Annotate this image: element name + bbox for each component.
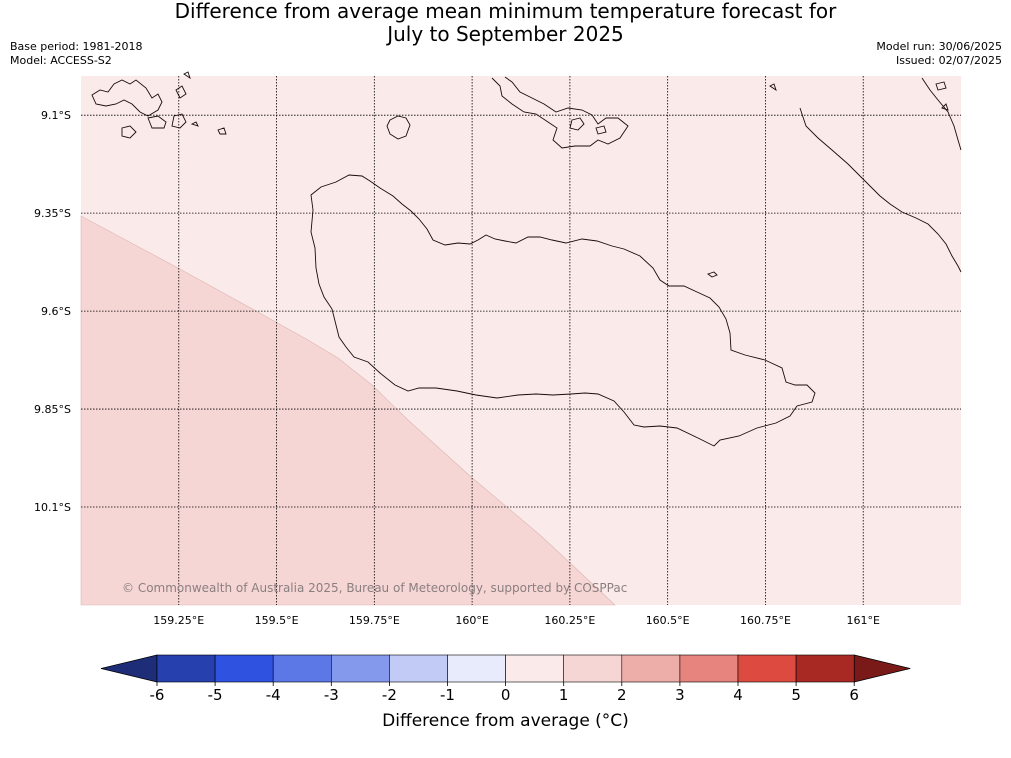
colorbar-tick-label: 6 [849,686,859,704]
coastline-malaita [799,107,962,273]
colorbar-tick-label: -1 [440,686,455,704]
title-line-1: Difference from average mean minimum tem… [174,0,837,23]
lat-tick-label: 9.6°S [41,305,71,318]
colorbar-tick-label: -3 [324,686,339,704]
colorbar-swatch [389,654,448,683]
colorbar-tick-label: 5 [791,686,801,704]
coastline-russell-islands [91,79,163,117]
colorbar-tick-label: -2 [382,686,397,704]
colorbar-tick-label: -6 [150,686,165,704]
lon-tick-label: 160.75°E [740,614,791,627]
colorbar-swatch [737,654,797,683]
colorbar-swatch [156,654,216,683]
colorbar-label: Difference from average (°C) [382,711,629,731]
coastline-florida-islands [491,76,629,149]
colorbar-swatch [563,654,623,683]
colorbar-tick-label: 1 [559,686,569,704]
lon-tick-label: 160.5°E [646,614,690,627]
colorbar-tick-label: 4 [733,686,743,704]
coastline-islet-east [707,271,718,278]
coastline-florida-islets [569,117,607,135]
title-line-2: July to September 2025 [387,22,624,46]
colorbar-swatch [330,654,390,683]
coastline-guadalcanal [310,174,816,447]
colorbar-tick-label: -5 [208,686,223,704]
lon-tick-label: 159.75°E [349,614,400,627]
copyright-text: © Commonwealth of Australia 2025, Bureau… [122,581,627,595]
lon-tick-label: 160°E [455,614,488,627]
colorbar-swatch [621,654,681,683]
chart-title: Difference from average mean minimum tem… [0,0,1011,46]
colorbar-tick-label: 2 [617,686,627,704]
lon-tick-label: 159.25°E [153,614,204,627]
model-text: Model: ACCESS-S2 [10,54,112,67]
lon-tick-label: 160.25°E [544,614,595,627]
colorbar-tick-label: 3 [675,686,685,704]
lon-tick-label: 159.5°E [255,614,299,627]
coastline-ne-islets [769,81,949,111]
lat-tick-label: 9.1°S [41,109,71,122]
colorbar-tick-label: -4 [266,686,281,704]
coastline-russell-islets [121,71,227,139]
colorbar-under-extend [100,654,158,683]
colorbar-swatch [214,654,274,683]
lat-tick-label: 9.35°S [34,207,71,220]
lat-tick-label: 9.85°S [34,403,71,416]
coastlines [91,71,962,447]
colorbar-swatch [505,654,565,683]
longitude-labels: 159.25°E 159.5°E 159.75°E 160°E 160.25°E 160.… [153,614,880,627]
colorbar-tick-label: 0 [501,686,511,704]
colorbar-over-extend [853,654,911,683]
info-right: Model run: 30/06/2025 Issued: 02/07/2025 [876,40,1002,68]
colorbar-swatch [272,654,332,683]
anomaly-region-1-2 [80,215,616,606]
graticule [81,76,961,605]
latitude-labels: 9.1°S 9.35°S 9.6°S 9.85°S 10.1°S [34,109,71,514]
colorbar: -6 -5 -4 -3 -2 -1 0 1 2 3 4 5 6 [100,654,911,704]
base-period-text: Base period: 1981-2018 [10,40,143,53]
lon-tick-label: 161°E [846,614,879,627]
lat-tick-label: 10.1°S [34,501,71,514]
info-left: Base period: 1981-2018 Model: ACCESS-S2 [10,40,142,68]
issued-text: Issued: 02/07/2025 [895,54,1002,67]
coastline-isabel [921,77,962,151]
model-run-text: Model run: 30/06/2025 [876,40,1002,53]
coastline-islet-north [386,115,411,140]
colorbar-swatch [447,654,506,683]
map-panel: © Commonwealth of Australia 2025, Bureau… [80,71,962,606]
colorbar-swatch [795,654,855,683]
colorbar-swatch [679,654,739,683]
